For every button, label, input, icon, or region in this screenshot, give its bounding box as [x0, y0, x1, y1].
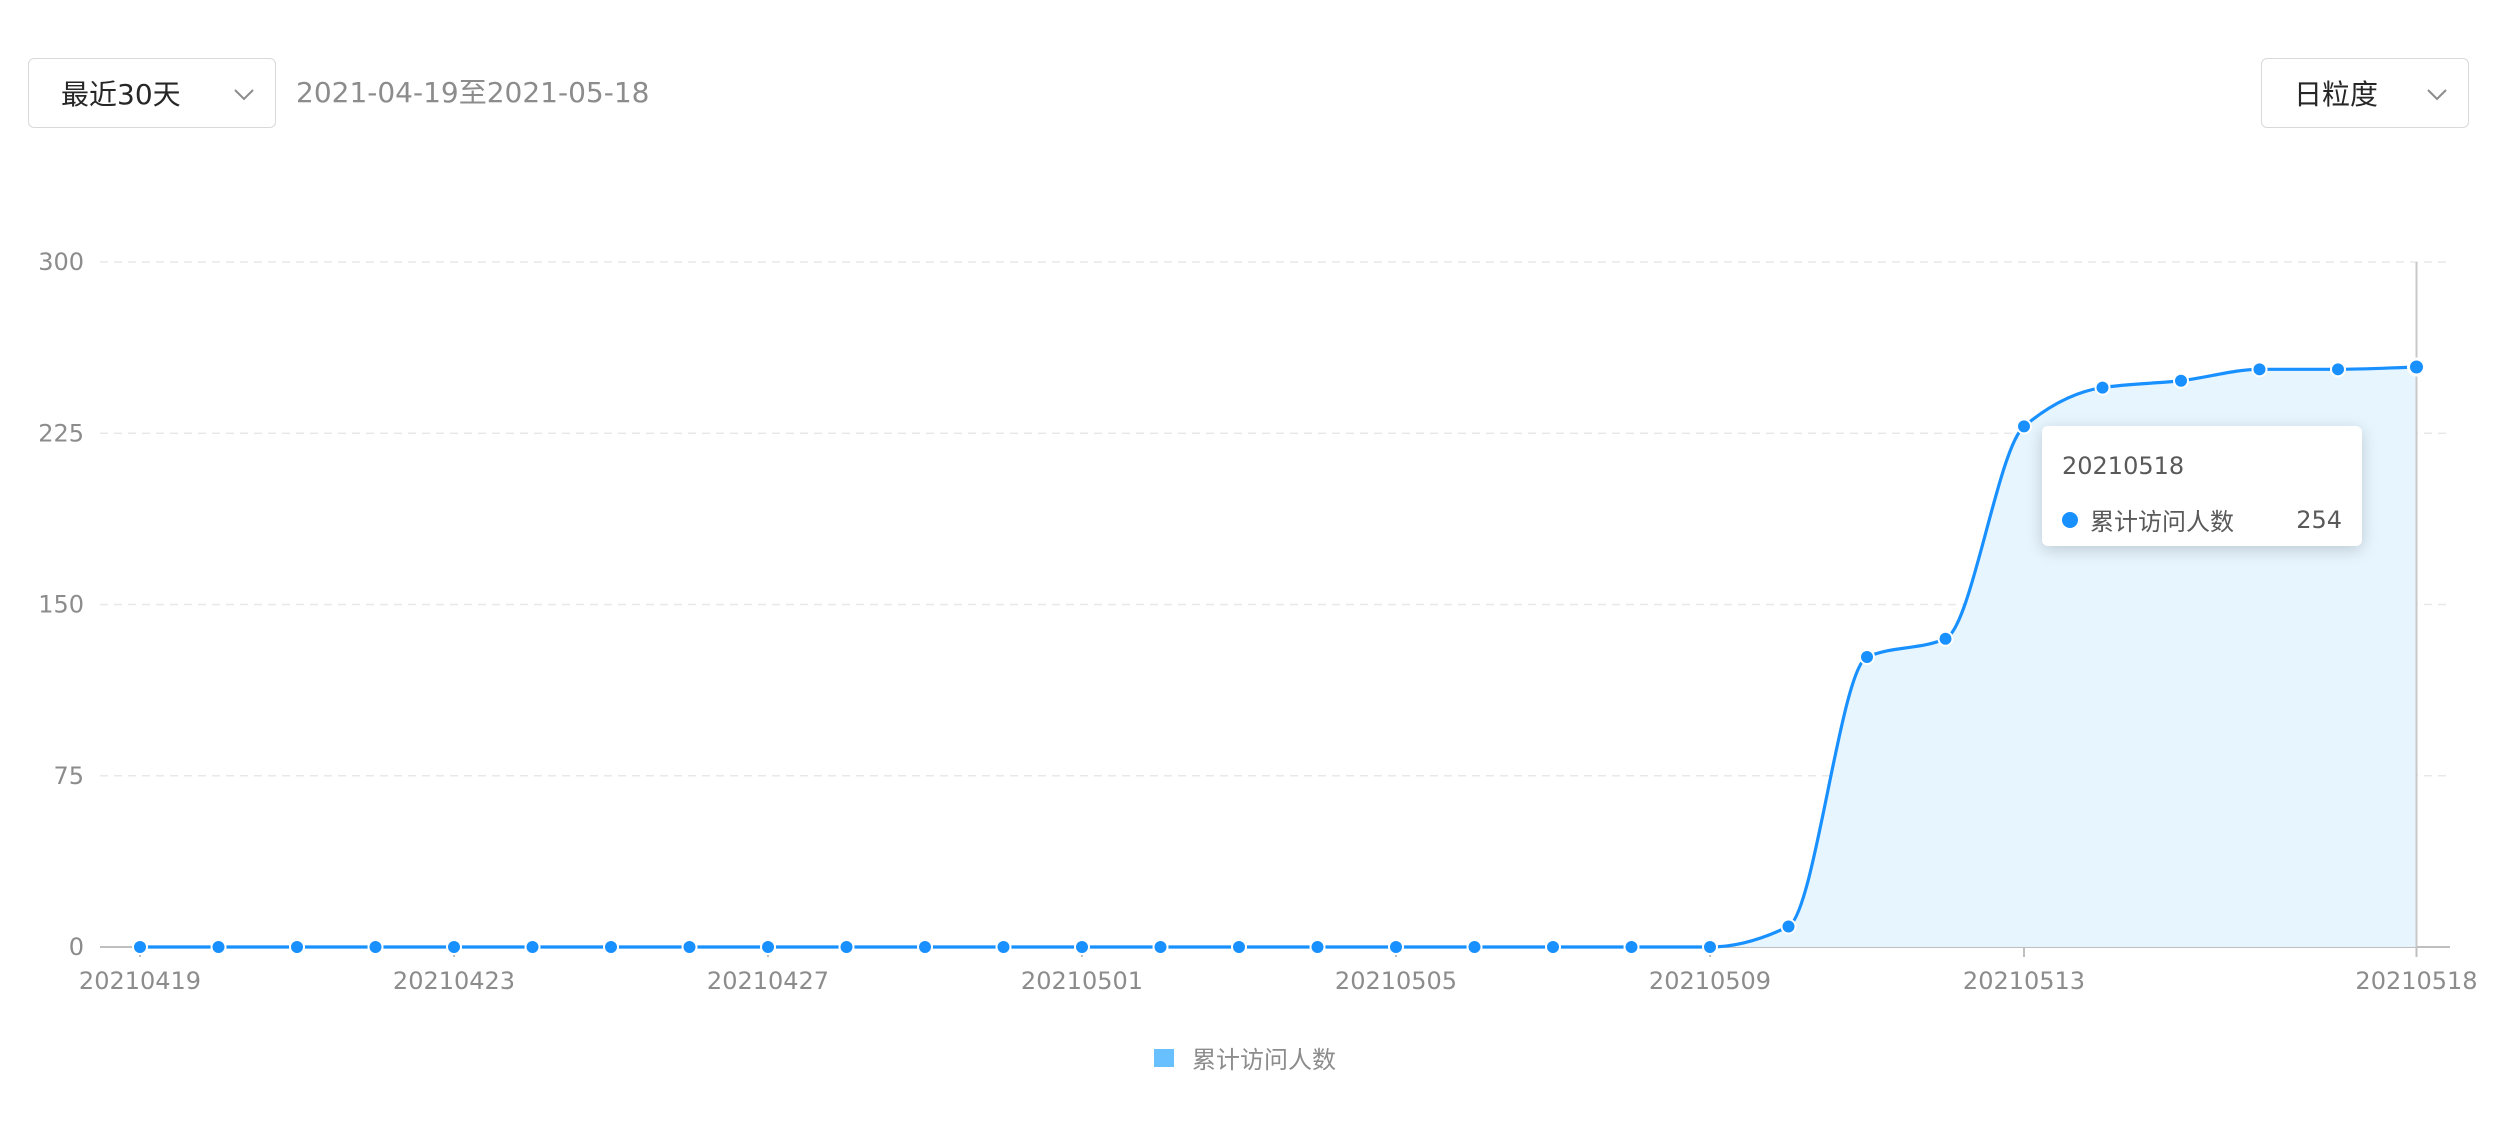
data-point: [1623, 939, 1640, 955]
data-points: [132, 357, 2426, 955]
chevron-down-icon: [234, 89, 254, 101]
legend-swatch: [1154, 1048, 1174, 1067]
data-point: [1309, 939, 1326, 955]
date-range-text: 2021-04-19至2021-05-18: [296, 76, 650, 109]
data-point: [210, 939, 227, 955]
data-point: [2016, 418, 2032, 435]
data-point: [681, 939, 698, 955]
data-point: [2251, 361, 2268, 378]
granularity-select[interactable]: 日粒度: [2261, 58, 2469, 128]
y-tick-label: 75: [53, 762, 84, 790]
y-axis-ticks: 0 75 150 225 300: [38, 248, 84, 961]
time-range-value: 最近30天: [61, 78, 181, 111]
time-range-select[interactable]: 最近30天: [28, 58, 276, 128]
data-point: [1937, 630, 1954, 647]
tooltip-title: 20210518: [2062, 452, 2185, 480]
x-tick-label: 20210423: [393, 967, 515, 995]
chart-tooltip: 20210518 累计访问人数 254: [2042, 426, 2362, 546]
data-point: [524, 939, 541, 955]
tooltip-series-name: 累计访问人数: [2090, 508, 2234, 536]
x-axis-ticks: 20210419 20210423 20210427 20210501 20210505…: [79, 947, 2478, 995]
data-point: [760, 939, 776, 955]
data-point: [1780, 918, 1797, 935]
data-point: [1702, 939, 1718, 955]
data-point: [2094, 379, 2111, 396]
data-point: [1152, 939, 1169, 955]
granularity-value: 日粒度: [2294, 78, 2379, 111]
x-tick-label: 20210427: [707, 967, 829, 995]
legend-label: 累计访问人数: [1192, 1046, 1336, 1074]
tooltip-series-dot: [2062, 511, 2078, 528]
series-area: [140, 367, 2417, 947]
data-point: [1388, 939, 1404, 955]
data-point: [2407, 357, 2426, 377]
data-point: [446, 939, 462, 955]
x-tick-label: 20210509: [1649, 967, 1771, 995]
y-tick-label: 150: [38, 591, 84, 619]
chevron-down-icon: [2427, 89, 2447, 101]
chart-legend[interactable]: 累计访问人数: [1154, 1040, 1336, 1075]
data-point: [132, 939, 148, 955]
data-point: [2173, 372, 2189, 389]
data-point: [367, 939, 384, 955]
data-point: [838, 939, 855, 955]
x-tick-label: 20210518: [2355, 967, 2477, 995]
y-tick-label: 0: [69, 933, 84, 961]
y-tick-label: 225: [38, 419, 84, 447]
data-point: [1466, 939, 1483, 955]
x-tick-label: 20210513: [1963, 967, 2085, 995]
data-point: [917, 939, 933, 955]
data-point: [1859, 649, 1875, 666]
y-tick-label: 300: [38, 248, 84, 276]
x-tick-label: 20210501: [1021, 967, 1143, 995]
data-point: [995, 939, 1012, 955]
x-tick-label: 20210419: [79, 967, 201, 995]
data-point: [2330, 361, 2346, 378]
data-point: [1545, 939, 1561, 955]
tooltip-value: 254: [2296, 505, 2342, 534]
data-point: [1231, 939, 1247, 955]
x-tick-label: 20210505: [1335, 967, 1457, 995]
tooltip-row: 累计访问人数 254: [2062, 502, 2342, 537]
data-point: [289, 939, 305, 955]
data-point: [603, 939, 619, 955]
data-point: [1074, 939, 1090, 955]
